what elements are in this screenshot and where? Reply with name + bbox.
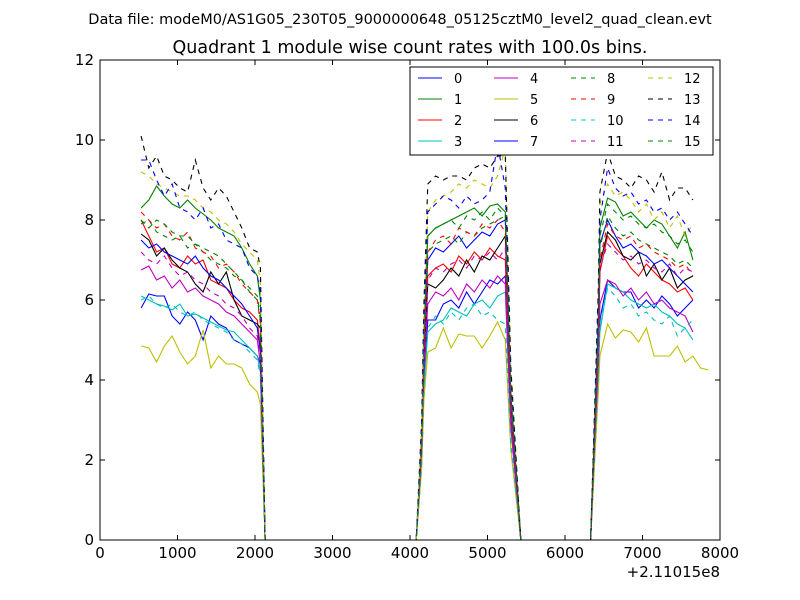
- series-line-15: [140, 202, 694, 540]
- legend-label-3: 3: [454, 135, 462, 150]
- y-tick-label-0: 0: [84, 531, 94, 549]
- axis-ticks: 0 1000 2000 3000 4000 5000 6000 7000 80000246810…: [75, 51, 739, 562]
- series-line-4: [140, 265, 694, 540]
- y-tick-label-12: 12: [75, 51, 94, 69]
- series-line-6: [140, 230, 694, 540]
- legend-label-11: 11: [607, 135, 624, 150]
- legend-label-0: 0: [454, 72, 462, 87]
- legend-label-2: 2: [454, 114, 462, 129]
- x-tick-label-5000: 5000: [468, 544, 506, 562]
- suptitle: Data file: modeM0/AS1G05_230T05_90000006…: [88, 12, 712, 28]
- legend-label-14: 14: [684, 114, 701, 129]
- legend-label-5: 5: [530, 93, 538, 108]
- legend-label-15: 15: [684, 135, 701, 150]
- legend-label-10: 10: [607, 114, 624, 129]
- x-tick-label-8000: 8000: [701, 544, 739, 562]
- x-tick-label-6000: 6000: [546, 544, 584, 562]
- y-tick-label-10: 10: [75, 131, 94, 149]
- series-line-5: [140, 320, 709, 540]
- series-line-12: [140, 147, 694, 540]
- series-line-11: [140, 242, 694, 540]
- chart-title: Quadrant 1 module wise count rates with …: [173, 38, 648, 58]
- series-line-8: [140, 214, 694, 540]
- x-tick-label-0: 0: [95, 544, 105, 562]
- series-line-2: [140, 219, 694, 540]
- legend-label-9: 9: [607, 93, 615, 108]
- series-line-3: [140, 283, 694, 540]
- legend-label-12: 12: [684, 72, 701, 87]
- x-tick-label-4000: 4000: [391, 544, 429, 562]
- x-tick-label-7000: 7000: [623, 544, 661, 562]
- y-tick-label-8: 8: [84, 211, 94, 229]
- series-line-14: [141, 143, 694, 540]
- series-line-9: [140, 211, 694, 540]
- x-tick-label-1000: 1000: [158, 544, 196, 562]
- legend-box: [409, 66, 714, 156]
- legend-label-8: 8: [607, 72, 615, 87]
- legend-label-1: 1: [454, 93, 462, 108]
- series-line-10: [140, 286, 694, 540]
- legend-label-4: 4: [530, 72, 538, 87]
- x-tick-label-2000: 2000: [236, 544, 274, 562]
- series-line-13: [140, 135, 694, 540]
- series-line-1: [140, 185, 694, 540]
- x-tick-label-3000: 3000: [313, 544, 351, 562]
- legend-label-6: 6: [530, 114, 538, 129]
- legend-label-7: 7: [530, 135, 538, 150]
- y-tick-label-6: 6: [84, 291, 94, 309]
- y-tick-label-2: 2: [84, 451, 94, 469]
- series-line-7: [140, 218, 694, 540]
- legend-label-13: 13: [684, 93, 701, 108]
- y-tick-label-4: 4: [84, 371, 94, 389]
- series-line-0: [140, 274, 694, 540]
- x-offset-label: +2.11015e8: [627, 563, 720, 581]
